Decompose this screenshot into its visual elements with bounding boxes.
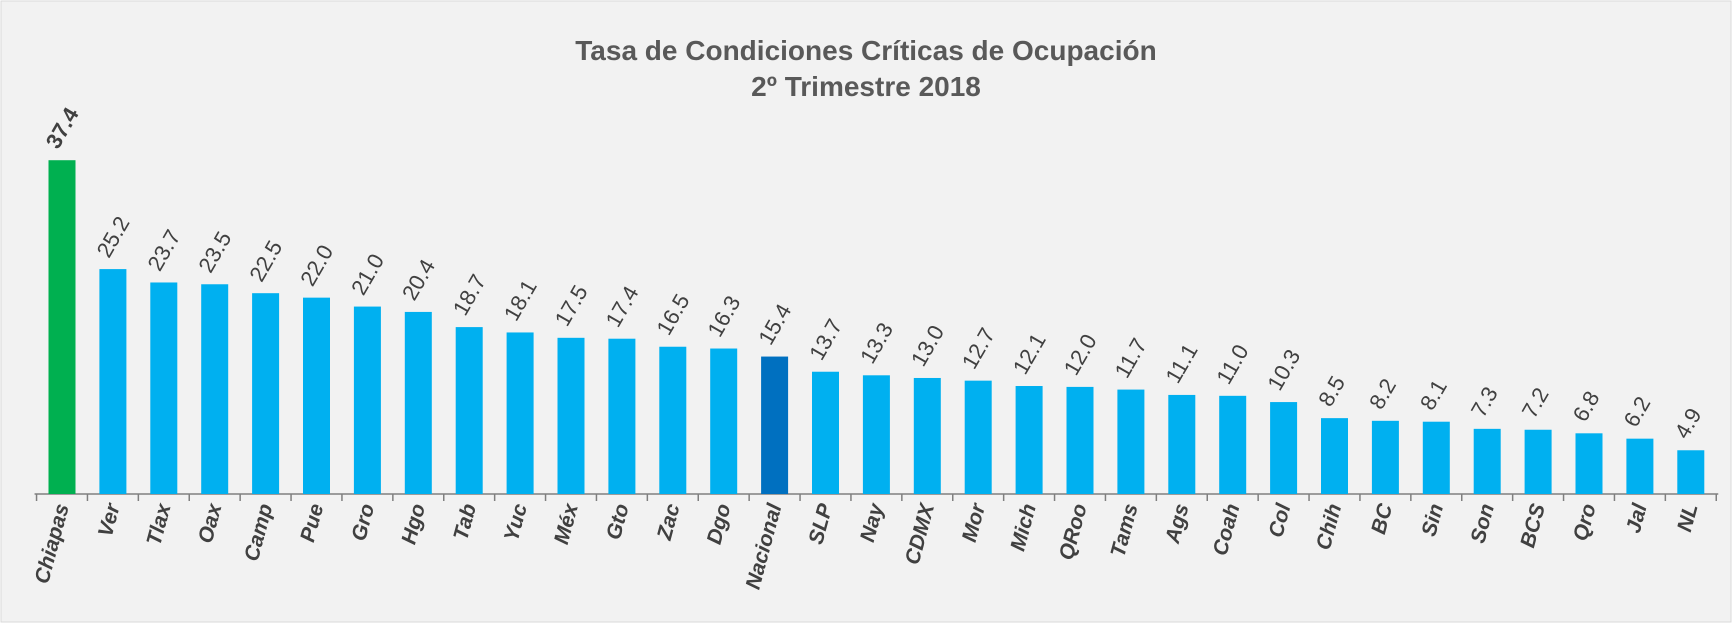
- bar: [1626, 438, 1654, 494]
- bar: [1524, 429, 1552, 494]
- bar: [1575, 433, 1603, 494]
- bar: [303, 297, 330, 494]
- bar: [1219, 395, 1247, 494]
- bar: [252, 293, 280, 494]
- bar: [862, 375, 890, 494]
- chart-title: Tasa de Condiciones Críticas de Ocupació…: [575, 35, 1156, 66]
- bar: [1270, 402, 1298, 494]
- bar: [761, 356, 789, 494]
- bar: [1015, 386, 1043, 494]
- bar: [659, 346, 687, 494]
- bar: [1371, 420, 1399, 494]
- bar: [150, 282, 178, 494]
- bar: [608, 338, 636, 494]
- bar: [99, 269, 127, 494]
- bar: [404, 311, 432, 494]
- bar: [1168, 394, 1196, 494]
- bar: [353, 306, 381, 494]
- bar: [1321, 418, 1348, 494]
- bar: [1117, 389, 1145, 494]
- bar: [1422, 421, 1450, 494]
- bar: [455, 327, 483, 494]
- bar: [1473, 428, 1501, 494]
- bar: [201, 284, 229, 494]
- bar: [48, 160, 76, 494]
- bar: [710, 348, 738, 494]
- bar: [506, 332, 534, 494]
- chart-subtitle: 2º Trimestre 2018: [751, 71, 981, 102]
- bar: [913, 377, 941, 494]
- bar: [1677, 450, 1705, 494]
- bar: [812, 371, 839, 494]
- bar: [964, 380, 992, 494]
- bar: [1066, 386, 1094, 494]
- bar: [557, 337, 585, 494]
